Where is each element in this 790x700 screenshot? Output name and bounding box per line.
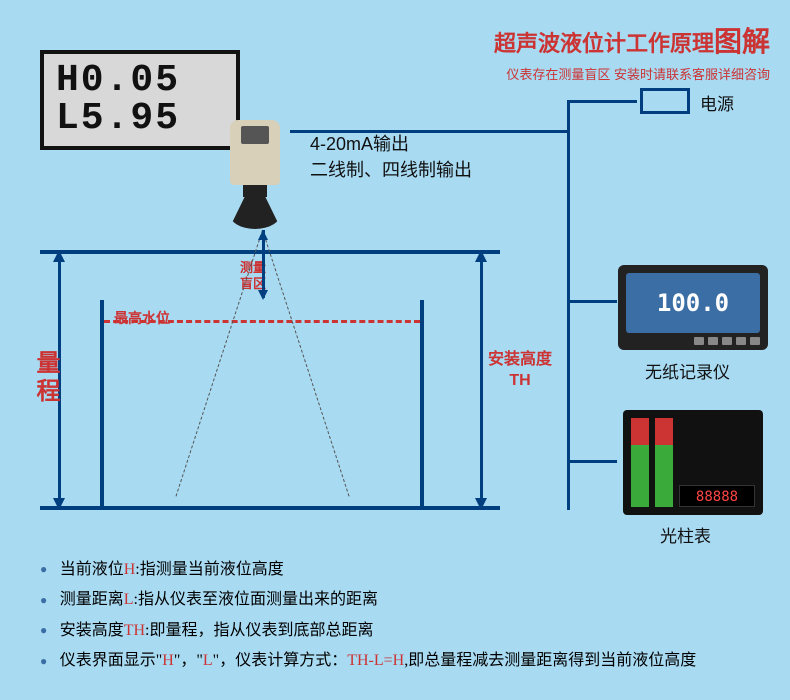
beam-right [262, 230, 349, 497]
output-line1: 4-20mA输出 [310, 130, 472, 156]
bar-green [631, 445, 649, 507]
power-label: 电源 [700, 90, 734, 115]
legend-1-post: :指测量当前液位高度 [135, 561, 283, 578]
legend-2-pre: 测量距离 [60, 591, 124, 608]
recorder-btn [736, 337, 746, 345]
bar-digits: 88888 [679, 485, 755, 507]
legend-3-pre: 安装高度 [60, 622, 124, 639]
wire-to-recorder [567, 300, 617, 303]
output-text: 4-20mA输出 二线制、四线制输出 [310, 130, 472, 182]
legend-1-h: H [124, 561, 136, 578]
bar-scale-2 [655, 418, 673, 507]
lcd-line-l: L5.95 [56, 100, 236, 138]
lcd-display: H0.05 L5.95 [40, 50, 240, 150]
bargraph-meter: 88888 [623, 410, 763, 515]
ultrasonic-sensor [225, 120, 285, 230]
legend-4-h: H [162, 652, 174, 669]
legend-item-3: 安装高度TH:即量程，指从仪表到底部总距离 [40, 616, 696, 646]
legend-4-pre: 仪表界面显示 [60, 652, 156, 669]
sensor-neck [243, 185, 267, 197]
recorder-btn [708, 337, 718, 345]
wire-to-power [567, 100, 637, 103]
wire-sensor-out [290, 130, 570, 133]
recorder-btn [750, 337, 760, 345]
bar-right-panel: 88888 [679, 418, 755, 507]
power-box [640, 88, 690, 114]
legend-4-l: L [203, 652, 213, 669]
bar-green [655, 445, 673, 507]
paperless-recorder: 100.0 [618, 265, 768, 350]
blind-zone-arrow [262, 230, 265, 298]
recorder-buttons [626, 337, 760, 345]
legend-2-post: :指从仪表至液位面测量出来的距离 [134, 591, 378, 608]
legend-3-th: TH [124, 622, 145, 639]
beam-left [175, 230, 262, 497]
recorder-btn [722, 337, 732, 345]
tank-bottom-ext [40, 506, 500, 510]
legend-4-q2: "，" [174, 652, 203, 669]
legend-item-1: 当前液位H:指测量当前液位高度 [40, 555, 696, 585]
range-label: 量程 [28, 350, 63, 406]
bargraph-label: 光柱表 [660, 522, 711, 547]
recorder-btn [694, 337, 704, 345]
legend-item-4: 仪表界面显示"H"，"L"，仪表计算方式：TH-L=H,即总量程减去测量距离得到… [40, 646, 696, 676]
install-height-arrow [480, 250, 483, 510]
wire-vertical-bus [567, 100, 570, 510]
sensor-body [230, 120, 280, 185]
legend-4-q3: "，仪表计算方式： [213, 652, 348, 669]
sensor-mini-screen [241, 126, 269, 144]
tank-right-wall [420, 300, 424, 510]
install-height-label: 安装高度 TH [488, 350, 552, 392]
recorder-screen: 100.0 [626, 273, 760, 333]
legend-4-formula: TH-L=H [347, 652, 404, 669]
legend: 当前液位H:指测量当前液位高度 测量距离L:指从仪表至液位面测量出来的距离 安装… [40, 555, 696, 677]
title-area: 超声波液位计工作原理图解 仪表存在测量盲区 安装时请联系客服详细咨询 [494, 20, 770, 83]
recorder-label: 无纸记录仪 [645, 358, 730, 383]
bar-spacer [679, 418, 755, 481]
title-suffix: 图解 [714, 27, 770, 58]
sensor-horn [229, 197, 281, 229]
subtitle: 仪表存在测量盲区 安装时请联系客服详细咨询 [494, 64, 770, 83]
tank-left-wall [100, 300, 104, 510]
output-line2: 二线制、四线制输出 [310, 156, 472, 182]
bar-red [655, 418, 673, 445]
max-water-label: 最高水位 [114, 308, 170, 328]
legend-item-2: 测量距离L:指从仪表至液位面测量出来的距离 [40, 585, 696, 615]
legend-3-post: :即量程，指从仪表到底部总距离 [145, 622, 373, 639]
legend-4-post: ,即总量程减去测量距离得到当前液位高度 [404, 652, 696, 669]
lcd-line-h: H0.05 [56, 62, 236, 100]
bar-scale-1 [631, 418, 649, 507]
bar-red [631, 418, 649, 445]
tank-diagram: 最高水位 测量 盲区 量程 安装高度 TH [40, 250, 500, 510]
wire-to-bargraph [567, 460, 617, 463]
legend-2-l: L [124, 591, 134, 608]
title-prefix: 超声波液位计工作原理 [494, 31, 714, 56]
main-title: 超声波液位计工作原理图解 [494, 20, 770, 60]
legend-1-pre: 当前液位 [60, 561, 124, 578]
